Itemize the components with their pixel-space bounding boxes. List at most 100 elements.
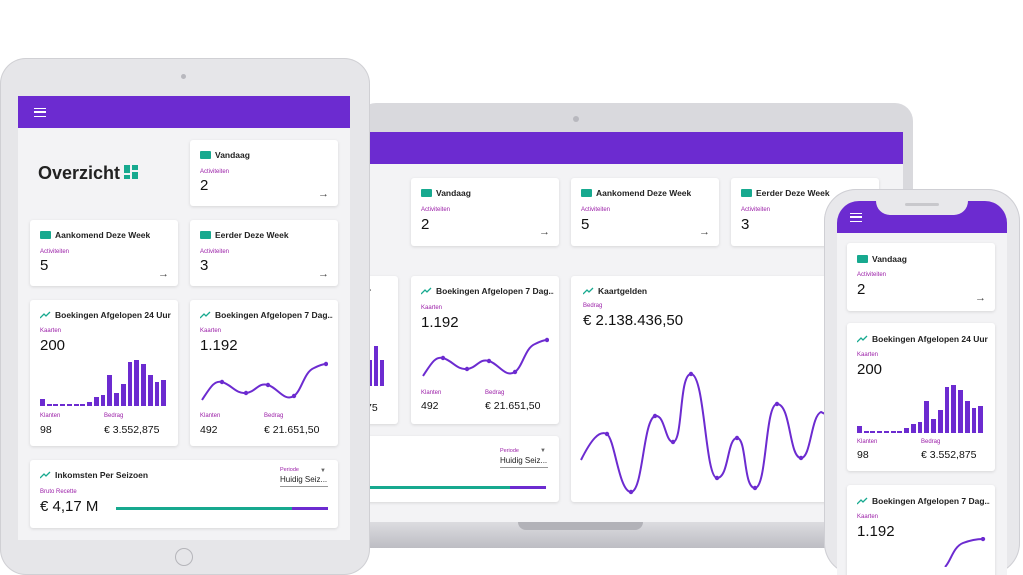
chart-bar xyxy=(73,403,79,406)
chart-bar xyxy=(127,362,133,406)
bookings-24h-chart xyxy=(40,360,168,406)
arrow-right-icon[interactable]: → xyxy=(975,292,986,304)
card-value: 3 xyxy=(200,257,209,274)
tablet-card-today[interactable]: Vandaag Activiteiten 2 → xyxy=(190,140,338,206)
card-title: Boekingen Afgelopen 7 Dag... xyxy=(872,496,990,506)
laptop-app-bar xyxy=(368,132,903,164)
amount-value: € 3.552,875 xyxy=(921,449,977,461)
card-title: Boekingen Afgelopen 24 Uur xyxy=(872,334,988,344)
hamburger-icon[interactable] xyxy=(850,213,862,222)
phone-card-today[interactable]: Vandaag Activiteiten 2 → xyxy=(847,243,995,311)
tablet-card-bookings-24h[interactable]: Boekingen Afgelopen 24 Uur Kaarten 200 K… xyxy=(30,300,178,446)
tablet-card-earlier[interactable]: Eerder Deze Week Activiteiten 3 → xyxy=(190,220,338,286)
trending-up-icon xyxy=(421,287,432,295)
bookings-7d-chart xyxy=(201,361,328,401)
chart-bar xyxy=(100,395,106,406)
laptop-card-ticket-revenue[interactable]: Kaartgelden Bedrag € 2.138.436,50 xyxy=(571,276,831,502)
period-select[interactable]: Huidig Seiz... xyxy=(500,456,548,468)
hamburger-icon[interactable] xyxy=(34,108,46,117)
card-label: Activiteiten xyxy=(421,207,451,213)
chart-bar xyxy=(877,430,883,433)
card-value: 2 xyxy=(421,216,430,233)
card-title: Boekingen Afgelopen 24 Uur xyxy=(55,310,171,320)
laptop-card-upcoming[interactable]: Aankomend Deze Week Activiteiten 5 → xyxy=(571,178,719,246)
card-value: 75 xyxy=(368,402,378,414)
card-title: Aankomend Deze Week xyxy=(596,188,692,198)
clients-value: 98 xyxy=(857,449,869,461)
tablet-card-upcoming[interactable]: Aankomend Deze Week Activiteiten 5 → xyxy=(30,220,178,286)
card-label: Kaarten xyxy=(40,328,62,334)
card-value: 5 xyxy=(40,257,49,274)
arrow-right-icon[interactable]: → xyxy=(539,226,550,238)
ticket-icon xyxy=(421,189,432,197)
chart-bar xyxy=(53,403,59,406)
bookings-7d-chart xyxy=(944,537,986,567)
chart-bar xyxy=(40,399,45,406)
trending-up-icon xyxy=(200,311,211,319)
period-label: Periode xyxy=(500,448,519,454)
chart-bar xyxy=(937,410,943,433)
card-label: Kaarten xyxy=(200,328,222,334)
tablet-card-season[interactable]: Inkomsten Per Seizoen Bruto Recette € 4,… xyxy=(30,460,338,528)
chart-bar xyxy=(944,387,950,433)
laptop-card-partial[interactable]: r 75 xyxy=(368,276,398,424)
phone-speaker xyxy=(905,203,939,206)
card-title: Boekingen Afgelopen 7 Dag... xyxy=(436,286,554,296)
card-label: Kaarten xyxy=(857,514,879,520)
chevron-down-icon[interactable]: ▼ xyxy=(320,468,326,474)
chart-bar xyxy=(368,360,372,386)
clients-value: 98 xyxy=(40,424,52,436)
dashboard-grid-icon xyxy=(124,165,138,179)
laptop-card-bookings-7d[interactable]: Boekingen Afgelopen 7 Dag... Kaarten 1.1… xyxy=(411,276,559,424)
card-value: 5 xyxy=(581,216,590,233)
tablet-screen: Overzicht Vandaag Activiteiten 2 → Aanko… xyxy=(18,96,350,540)
phone-card-bookings-24h[interactable]: Boekingen Afgelopen 24 Uur Kaarten 200 K… xyxy=(847,323,995,471)
phone-card-bookings-7d[interactable]: Boekingen Afgelopen 7 Dag... Kaarten 1.1… xyxy=(847,485,995,575)
laptop-card-season[interactable]: Periode Huidig Seiz... ▼ xyxy=(368,436,559,502)
chart-bar xyxy=(114,392,119,406)
chart-bar xyxy=(924,401,930,433)
clients-label: Klanten xyxy=(421,390,442,396)
page-title: Overzicht xyxy=(38,163,121,183)
card-title: Vandaag xyxy=(436,188,471,198)
chart-bar xyxy=(971,407,977,433)
ticket-revenue-chart xyxy=(580,371,829,495)
arrow-right-icon[interactable]: → xyxy=(158,268,169,280)
amount-label: Bedrag xyxy=(264,413,284,419)
laptop-notch xyxy=(518,522,643,530)
chart-bar xyxy=(857,426,862,433)
card-label: Bedrag xyxy=(583,303,603,309)
progress-bar-fill xyxy=(116,507,292,510)
tablet-home-button xyxy=(175,548,193,566)
arrow-right-icon[interactable]: → xyxy=(318,268,329,280)
card-value: 3 xyxy=(741,216,750,233)
card-label: Kaarten xyxy=(421,305,443,311)
chart-bar xyxy=(380,360,384,386)
card-label: Activiteiten xyxy=(200,249,230,255)
chart-bar xyxy=(951,385,957,433)
chart-bar xyxy=(964,401,970,433)
laptop-card-today[interactable]: Vandaag Activiteiten 2 → xyxy=(411,178,559,246)
bookings-7d-chart xyxy=(422,337,549,377)
chart-bar xyxy=(863,430,869,433)
chevron-down-icon[interactable]: ▼ xyxy=(540,448,546,454)
amount-value: € 3.552,875 xyxy=(104,424,160,436)
card-value: 1.192 xyxy=(857,523,895,540)
arrow-right-icon[interactable]: → xyxy=(699,226,710,238)
progress-bar-fill xyxy=(368,486,510,489)
trending-up-icon xyxy=(40,471,51,479)
arrow-right-icon[interactable]: → xyxy=(318,188,329,200)
chart-bar xyxy=(87,401,92,406)
card-value: € 2.138.436,50 xyxy=(583,312,684,329)
tablet-card-bookings-7d[interactable]: Boekingen Afgelopen 7 Dag... Kaarten 1.1… xyxy=(190,300,338,446)
chart-bar xyxy=(883,430,889,433)
chart-bar xyxy=(46,403,52,406)
card-value: 1.192 xyxy=(421,314,459,331)
card-value: 200 xyxy=(857,361,883,378)
card-label: Activiteiten xyxy=(741,207,771,213)
ticket-icon xyxy=(200,151,211,159)
card-value: 2 xyxy=(200,177,209,194)
laptop-camera xyxy=(573,116,579,122)
card-value: 2 xyxy=(857,281,866,298)
period-select[interactable]: Huidig Seiz... xyxy=(280,475,328,487)
